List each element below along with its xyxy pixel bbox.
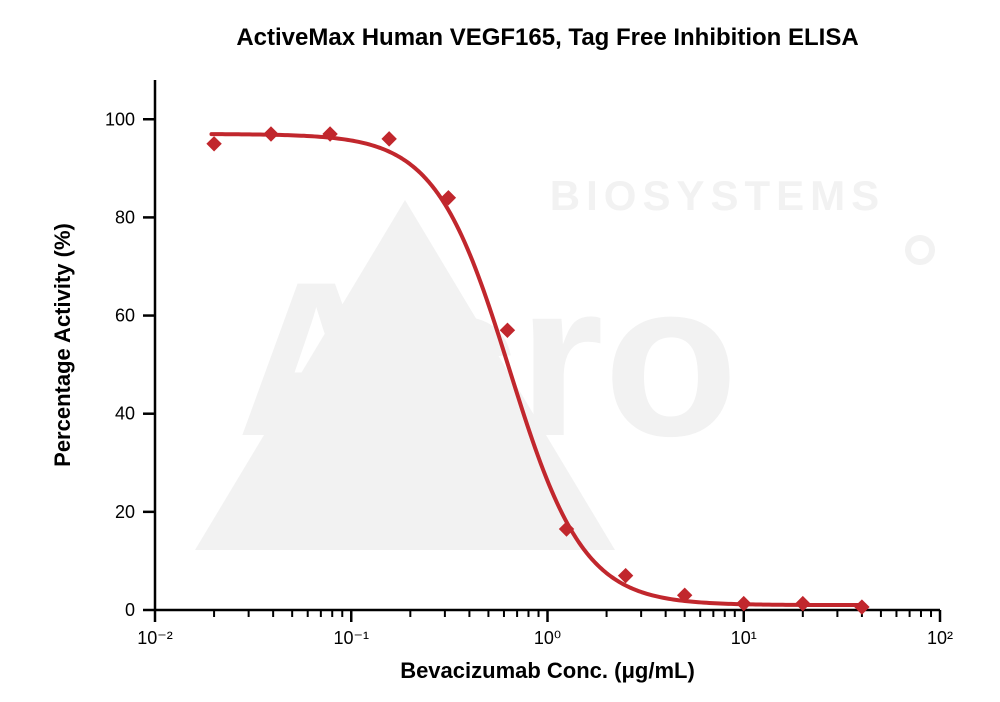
data-point (382, 132, 396, 146)
data-point (855, 600, 869, 614)
x-axis-label: Bevacizumab Conc. (μg/mL) (400, 658, 695, 683)
data-point (264, 127, 278, 141)
data-point (737, 597, 751, 611)
chart-container: Acro BIOSYSTEMS 0 20 40 60 80 100 10⁻² 10⁻¹ 10⁰ 10¹… (0, 0, 1000, 702)
y-tick-label: 60 (115, 306, 135, 326)
x-tick-label: 10¹ (731, 628, 757, 648)
y-tick-label: 20 (115, 502, 135, 522)
x-tick-label: 10⁻² (137, 628, 173, 648)
y-ticks: 0 20 40 60 80 100 (105, 109, 155, 620)
y-tick-label: 80 (115, 207, 135, 227)
y-tick-label: 100 (105, 109, 135, 129)
data-point (207, 137, 221, 151)
data-point (796, 597, 810, 611)
chart-title: ActiveMax Human VEGF165, Tag Free Inhibi… (236, 24, 858, 51)
y-axis-label: Percentage Activity (%) (50, 223, 75, 467)
x-tick-label: 10² (927, 628, 953, 648)
y-tick-label: 0 (125, 600, 135, 620)
watermark-sub-text: BIOSYSTEMS (550, 172, 885, 219)
inhibition-elisa-chart: Acro BIOSYSTEMS 0 20 40 60 80 100 10⁻² 10⁻¹ 10⁰ 10¹… (0, 0, 1000, 702)
y-tick-label: 40 (115, 404, 135, 424)
x-tick-label: 10⁰ (534, 628, 561, 648)
x-tick-label: 10⁻¹ (333, 628, 369, 648)
watermark-circle-icon (908, 238, 932, 262)
x-ticks: 10⁻² 10⁻¹ 10⁰ 10¹ 10² (137, 610, 953, 648)
watermark: Acro BIOSYSTEMS (195, 172, 932, 550)
watermark-main-text: Acro (237, 236, 738, 482)
